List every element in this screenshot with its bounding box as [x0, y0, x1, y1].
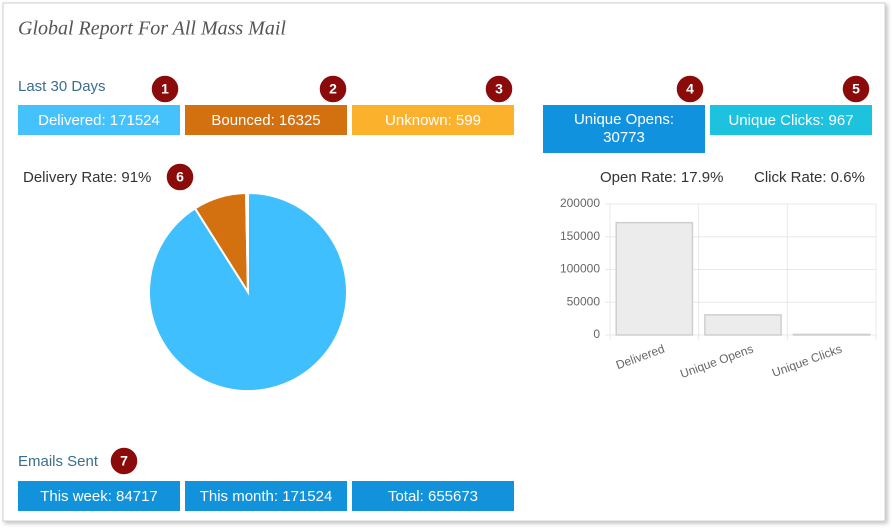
stat-box	[185, 105, 347, 135]
stat-label-line: 30773	[603, 129, 645, 146]
y-tick-label: 0	[593, 327, 600, 341]
callout-number: 7	[120, 453, 128, 469]
stat-box	[18, 481, 180, 511]
stat-label-line: Unique Opens:	[574, 111, 674, 128]
y-tick-label: 200000	[560, 196, 600, 210]
panel	[2, 2, 886, 522]
stat-label: Unique Opens: 30773	[574, 111, 674, 146]
y-tick-label: 100000	[560, 262, 600, 276]
stat-box	[352, 105, 514, 135]
callout-badge	[109, 446, 139, 476]
stat-label: Unique Clicks: 967	[728, 112, 853, 129]
stat-box	[18, 105, 180, 135]
stat-box	[543, 105, 705, 153]
click-rate: Click Rate: 0.6%	[754, 169, 865, 186]
stat-box	[710, 105, 872, 135]
callout-badge	[675, 74, 705, 104]
section-label: Emails Sent	[18, 453, 99, 470]
callout-number: 6	[176, 169, 184, 185]
stat-label: Total: 655673	[388, 488, 478, 505]
title: Global Report For All Mass Mail	[18, 18, 286, 40]
bar	[704, 314, 782, 336]
callout-badge	[318, 74, 348, 104]
callout-badge	[150, 74, 180, 104]
y-tick-label: 50000	[567, 294, 601, 308]
callout-number: 2	[329, 81, 337, 97]
callout-badge	[165, 162, 195, 192]
delivery-rate: Delivery Rate: 91%	[23, 169, 151, 186]
stat-box	[352, 481, 514, 511]
stat-box	[185, 481, 347, 511]
bar	[792, 333, 871, 336]
stat-label: Bounced: 16325	[211, 112, 320, 129]
y-tick-label: 150000	[560, 229, 600, 243]
stat-label: This week: 84717	[40, 488, 158, 505]
callout-number: 5	[852, 81, 860, 97]
callout-badge	[484, 74, 514, 104]
bar	[615, 221, 694, 336]
stat-label: This month: 171524	[200, 488, 333, 505]
callout-number: 4	[686, 81, 694, 97]
pie-slice	[245, 191, 249, 293]
open-rate: Open Rate: 17.9%	[600, 169, 723, 186]
callout-number: 3	[495, 81, 503, 97]
callout-badge	[841, 74, 871, 104]
stat-label: Unknown: 599	[385, 112, 481, 129]
section-label: Last 30 Days	[18, 78, 106, 95]
stat-label: Delivered: 171524	[38, 112, 160, 129]
callout-number: 1	[161, 81, 169, 97]
